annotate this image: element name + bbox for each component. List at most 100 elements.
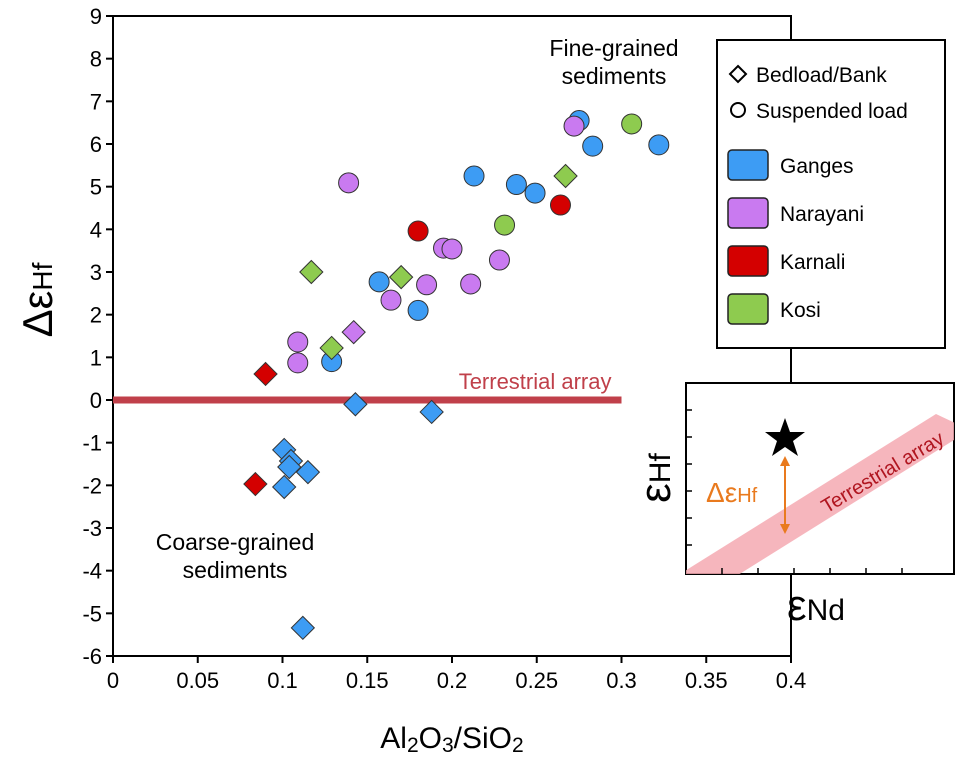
- point: [299, 259, 324, 285]
- inset-xlabel-sub: Nd: [807, 594, 845, 627]
- legend-label: Suspended load: [756, 100, 908, 123]
- point: [549, 194, 571, 216]
- y-axis-label: ΔεHf: [14, 262, 61, 337]
- y-tick-label: 4: [90, 217, 102, 242]
- point: [648, 134, 670, 156]
- y-tick-label: 6: [90, 132, 102, 157]
- point: [460, 273, 482, 295]
- legend-label: Karnali: [780, 251, 845, 274]
- inset-ylabel-sub: Hf: [644, 453, 677, 484]
- x-tick-label: 0.2: [437, 668, 468, 693]
- x-tick-label: 0.1: [267, 668, 298, 693]
- point: [253, 361, 278, 387]
- point: [368, 271, 390, 293]
- x-tick-label: 0.3: [606, 668, 637, 693]
- y-tick-label: 9: [90, 4, 102, 29]
- point: [416, 274, 438, 296]
- y-tick-label: 3: [90, 260, 102, 285]
- legend-marker: [728, 64, 748, 84]
- inset-xlabel: εNd: [787, 581, 845, 630]
- legend-label: Narayani: [780, 203, 864, 226]
- inset-ylabel: εHf: [631, 453, 680, 503]
- y-tick-label: -5: [82, 601, 102, 626]
- y-tick-label: -2: [82, 473, 102, 498]
- y-tick-label: -3: [82, 516, 102, 541]
- y-tick-label: 7: [90, 89, 102, 114]
- y-tick-label: 5: [90, 175, 102, 200]
- point: [505, 174, 527, 196]
- point: [407, 299, 429, 321]
- point: [319, 335, 344, 361]
- legend-marker: [730, 102, 746, 118]
- point: [295, 459, 321, 485]
- legend-label: Bedload/Bank: [756, 64, 887, 87]
- legend-label: Ganges: [780, 155, 854, 178]
- x-axis-label-part: /SiO: [454, 722, 512, 755]
- y-tick-label: 0: [90, 388, 102, 413]
- x-tick-label: 0.25: [515, 668, 558, 693]
- y-axis-label-sub: Hf: [27, 262, 58, 290]
- legend-swatch: [727, 245, 769, 277]
- y-tick-label: 8: [90, 47, 102, 72]
- legend-label: Kosi: [780, 299, 821, 322]
- x-tick-label: 0.4: [776, 668, 807, 693]
- x-axis-label-part: O: [419, 722, 442, 755]
- annotation: sediments: [562, 63, 667, 89]
- point: [271, 474, 297, 500]
- inset-ylabel-main: ε: [631, 483, 680, 503]
- point: [343, 392, 368, 417]
- y-tick-label: -1: [82, 431, 102, 456]
- point: [290, 615, 316, 641]
- y-tick-label: -4: [82, 559, 102, 584]
- legend-swatch: [727, 293, 769, 325]
- inset-ticks: [686, 409, 903, 574]
- reference-line-label: Terrestrial array: [459, 369, 612, 394]
- point: [494, 214, 516, 236]
- point: [441, 238, 463, 260]
- point: [419, 399, 444, 425]
- point: [553, 163, 578, 189]
- point: [621, 113, 643, 135]
- inset: Terrestrial array ΔεHf εHf εNd: [631, 382, 955, 630]
- inset-star: [765, 418, 805, 456]
- point: [388, 264, 414, 290]
- point: [563, 115, 585, 137]
- annotation: sediments: [183, 557, 288, 583]
- point: [341, 319, 366, 345]
- inset-arrow-label-main: Δε: [706, 477, 737, 508]
- point: [243, 471, 268, 497]
- legend-swatch: [727, 149, 769, 181]
- x-tick-label: 0.05: [176, 668, 219, 693]
- y-tick-label: -6: [82, 644, 102, 669]
- point: [488, 249, 510, 271]
- x-axis-label-part: 2: [512, 734, 524, 757]
- point: [524, 182, 546, 204]
- y-tick-label: 1: [90, 345, 102, 370]
- x-axis-label-part: Al: [380, 722, 407, 755]
- point: [463, 165, 485, 187]
- x-axis-label-part: 3: [442, 734, 454, 757]
- annotation: Fine-grained: [549, 35, 678, 61]
- inset-arrow-label-sub: Hf: [737, 485, 757, 507]
- point: [287, 352, 309, 374]
- inset-arrow: [780, 456, 790, 534]
- x-axis-label-part: 2: [407, 734, 419, 757]
- inset-xlabel-main: ε: [787, 581, 807, 630]
- y-axis-label-main: Δε: [14, 291, 61, 338]
- legend-swatch: [727, 197, 769, 229]
- point: [277, 454, 302, 480]
- x-axis-label: Al2O3/SiO2: [380, 722, 523, 757]
- point: [407, 220, 429, 242]
- point: [380, 289, 402, 311]
- x-tick-label: 0: [107, 668, 119, 693]
- y-tick-label: 2: [90, 303, 102, 328]
- point: [338, 172, 360, 194]
- x-tick-label: 0.15: [346, 668, 389, 693]
- point: [287, 331, 309, 353]
- inset-frame: [685, 382, 955, 575]
- annotation: Coarse-grained: [156, 529, 315, 555]
- inset-arrow-label: ΔεHf: [706, 477, 758, 508]
- inset-band: [686, 414, 954, 574]
- point: [582, 135, 604, 157]
